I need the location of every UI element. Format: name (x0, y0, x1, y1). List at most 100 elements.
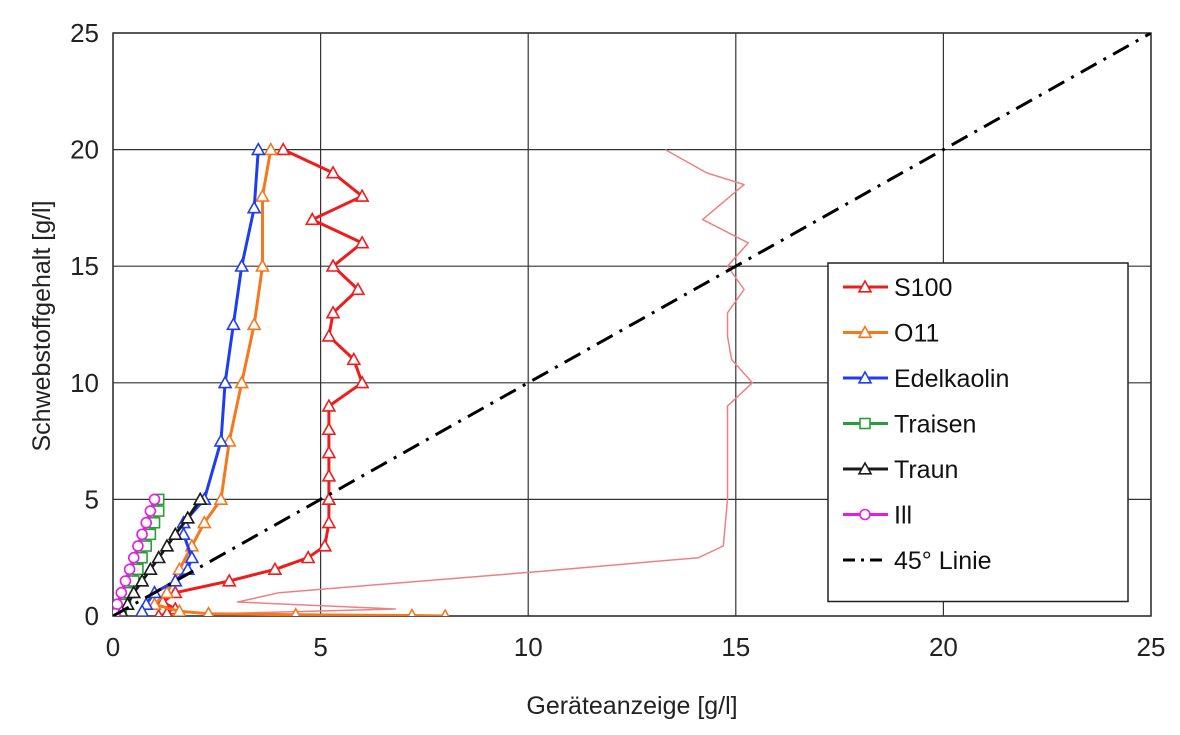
legend-label-6: 45° Linie (894, 547, 992, 575)
y-tick-label-3: 15 (70, 251, 99, 281)
series-0-point-8 (321, 328, 337, 342)
series-0-point-11 (321, 398, 337, 412)
series-0-point-24 (161, 606, 173, 616)
x-tick-label-5: 25 (1137, 632, 1166, 662)
legend-label-2: Edelkaolin (894, 365, 1009, 393)
series-0-point-4 (354, 235, 370, 249)
series-3-point-5 (213, 433, 229, 447)
series-0-point-7 (325, 305, 341, 319)
series-0-point-2 (354, 188, 370, 202)
series-0-point-18 (300, 550, 316, 564)
x-tick-label-3: 15 (721, 632, 750, 662)
series-0-point-3 (304, 211, 320, 226)
series-2-point-10 (159, 585, 175, 599)
series-0-point-6 (350, 281, 366, 296)
series-2-point-16 (440, 608, 450, 616)
series-0-point-25 (154, 608, 163, 616)
series-0-point-12 (321, 421, 337, 436)
series-6-point-9 (113, 598, 123, 611)
x-axis-label: Geräteanzeige [g/l] (526, 692, 737, 720)
series-5-point-5 (143, 561, 158, 575)
series-5-point-2 (167, 526, 183, 540)
series-5-point-6 (134, 573, 150, 587)
y-tick-label-5: 25 (70, 18, 99, 48)
x-tick-label-1: 5 (313, 632, 327, 662)
series-6 (113, 493, 161, 616)
legend-label-1: O11 (894, 320, 939, 348)
series-0-point-5 (325, 258, 341, 272)
y-tick-label-2: 10 (70, 368, 99, 398)
series-7 (113, 33, 1151, 616)
series-0-point-10 (354, 375, 370, 389)
y-tick-labels: 0 5 10 15 20 25 (70, 18, 99, 631)
series-0-point-14 (321, 468, 337, 482)
series-5 (114, 491, 208, 616)
legend: S100 O11 Edelkaolin Traisen Traun Ill 45° Lini… (827, 262, 1129, 603)
series-0-point-0 (275, 141, 291, 156)
series-line-5 (120, 498, 202, 613)
series-3-point-1 (246, 200, 262, 214)
series-2-point-13 (202, 606, 215, 616)
y-axis-label: Schwebstoffgehalt [g/l] (28, 200, 56, 451)
series-3-point-9 (184, 550, 200, 564)
y-tick-label-4: 20 (70, 135, 99, 165)
x-tick-label-4: 20 (929, 632, 958, 662)
legend-label-5: Ill (894, 502, 912, 530)
series-0-point-13 (321, 445, 337, 459)
series-0-point-9 (346, 351, 362, 366)
legend-marker-3 (859, 417, 871, 430)
series-2-point-2 (255, 258, 270, 272)
series-1 (216, 148, 754, 615)
series-0 (154, 141, 370, 616)
series-6-point-1 (144, 505, 157, 517)
series-3-point-14 (135, 603, 149, 616)
series-6-point-5 (127, 551, 140, 564)
legend-label-4: Traun (894, 456, 958, 484)
series-2-point-7 (196, 515, 212, 529)
series-5-point-4 (151, 550, 167, 564)
series-2-point-0 (263, 141, 279, 156)
x-tick-label-2: 10 (514, 632, 543, 662)
series-0-point-16 (321, 515, 337, 529)
legend-label-0: S100 (894, 274, 952, 302)
series-5-point-3 (159, 538, 175, 552)
series-5-point-7 (126, 585, 142, 599)
series-line-7 (113, 33, 1151, 616)
series-5-point-1 (180, 510, 196, 524)
series-6-point-6 (123, 563, 136, 576)
series-0-point-20 (221, 573, 237, 587)
series-0-point-15 (321, 491, 337, 506)
y-tick-label-1: 5 (85, 484, 99, 514)
legend-marker-1 (857, 324, 873, 339)
series-2-point-3 (246, 316, 262, 331)
y-tick-label-0: 0 (85, 601, 99, 631)
series-0-point-17 (317, 538, 333, 552)
series-5-point-0 (192, 491, 208, 506)
legend-label-3: Traisen (894, 411, 976, 439)
legend-marker-0 (857, 279, 873, 293)
series-6-point-2 (140, 516, 153, 529)
series-layer (113, 33, 1151, 616)
series-6-point-4 (132, 540, 144, 552)
series-0-point-1 (325, 165, 341, 179)
series-2-point-1 (255, 188, 270, 202)
series-6-point-8 (115, 586, 128, 599)
series-3-point-3 (226, 316, 241, 331)
series-3-point-2 (234, 258, 250, 272)
series-line-1 (216, 148, 754, 615)
x-tick-labels: 0 5 10 15 20 25 (106, 632, 1166, 662)
legend-marker-4 (857, 461, 873, 475)
legend-marker-5 (859, 508, 871, 521)
series-2 (147, 141, 450, 616)
x-tick-label-0: 0 (106, 632, 120, 662)
series-3-point-0 (250, 141, 266, 156)
grid (112, 32, 1152, 617)
legend-marker-2 (857, 370, 873, 384)
series-6-point-3 (136, 528, 148, 541)
series-2-point-14 (290, 607, 301, 616)
series-0-point-19 (267, 561, 283, 575)
series-2-point-6 (213, 491, 229, 506)
series-3-point-4 (217, 375, 233, 389)
series-6-point-7 (119, 575, 132, 587)
